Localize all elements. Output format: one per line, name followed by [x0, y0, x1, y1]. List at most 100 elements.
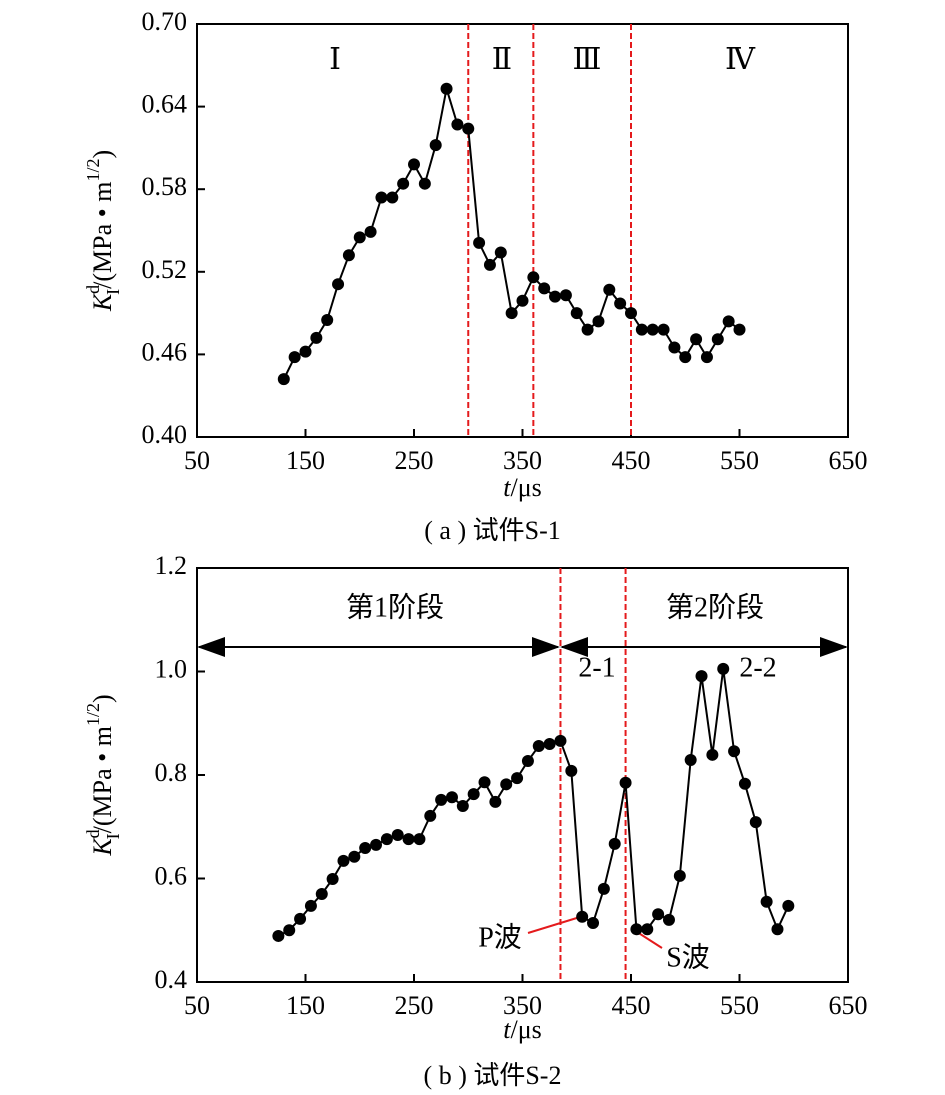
data-point: [673, 869, 686, 882]
x-axis-label-part: /μs: [510, 1015, 541, 1044]
y-tick-label: 0.40: [142, 420, 188, 449]
y-axis-label-part: K: [88, 837, 117, 857]
x-tick-label: 150: [286, 991, 325, 1020]
data-point: [451, 118, 464, 131]
data-point: [380, 833, 393, 846]
data-point: [511, 772, 524, 785]
data-point: [272, 929, 285, 942]
y-axis-label-part: /(MPa • m: [88, 726, 117, 833]
y-axis-label-part: /(MPa • m: [88, 182, 117, 289]
data-point: [695, 670, 708, 683]
annotation: S波: [666, 941, 710, 973]
data-point: [657, 323, 670, 336]
data-point: [711, 333, 724, 346]
data-point: [397, 177, 410, 190]
data-point: [684, 753, 697, 766]
data-point: [749, 816, 762, 829]
data-point: [521, 755, 534, 768]
data-point: [445, 791, 458, 804]
data-point: [489, 795, 502, 808]
data-point: [625, 307, 637, 320]
data-point: [326, 873, 339, 886]
phase-arrows: [197, 637, 848, 949]
data-point: [771, 923, 784, 936]
data-point: [304, 899, 317, 912]
data-point: [283, 924, 296, 937]
data-point: [456, 800, 469, 813]
y-tick-label: 0.8: [155, 758, 188, 787]
x-tick-label: 450: [612, 991, 651, 1020]
data-point: [413, 833, 426, 846]
y-axis-label-part: I: [103, 833, 123, 839]
x-axis-label-part: /μs: [510, 473, 541, 502]
data-point: [353, 231, 366, 244]
data-point: [570, 307, 583, 320]
data-point: [315, 888, 328, 901]
x-tick-label: 50: [184, 446, 210, 475]
data-point: [424, 809, 437, 822]
data-point: [733, 323, 746, 336]
y-axis-label-part: 1/2: [83, 703, 103, 726]
data-point: [299, 345, 312, 358]
data-point: [608, 837, 621, 850]
x-tick-label: 650: [829, 446, 868, 475]
data-point: [543, 737, 556, 750]
x-tick-label: 350: [503, 991, 542, 1020]
y-axis-label-part: d: [83, 829, 103, 838]
x-tick-label: 450: [612, 446, 651, 475]
data-point: [706, 748, 719, 761]
data-point: [505, 307, 518, 320]
x-tick-label: 50: [184, 991, 210, 1020]
data-point: [679, 351, 692, 364]
y-axis-label-part: I: [103, 289, 123, 295]
data-point: [652, 908, 665, 921]
x-tick-label: 650: [829, 991, 868, 1020]
y-tick-label: 0.70: [142, 7, 188, 36]
data-point: [700, 351, 713, 364]
y-axis-label-part: d: [83, 285, 103, 294]
x-axis-label: t/μs: [503, 1015, 542, 1044]
y-tick-label: 1.0: [155, 654, 188, 683]
y-tick-label: 0.64: [142, 90, 188, 119]
y-axis-label-part: 1/2: [83, 158, 103, 181]
data-point: [782, 899, 795, 912]
data-point: [516, 294, 529, 307]
annotation: Ⅳ: [725, 43, 756, 76]
data-point: [277, 373, 290, 386]
data-point: [646, 323, 659, 336]
data-point: [760, 895, 773, 908]
data-point: [348, 850, 361, 863]
y-axis-label: KdI/(MPa • m1/2): [83, 694, 123, 856]
annotation: 第1阶段: [346, 591, 444, 623]
data-point: [364, 225, 377, 238]
data-point: [294, 912, 307, 925]
data-point: [429, 139, 442, 152]
data-line: [277, 668, 790, 937]
y-tick-label: 0.46: [142, 337, 188, 366]
data-point: [440, 82, 453, 95]
data-point: [603, 283, 616, 296]
data-point: [483, 258, 496, 271]
data-point: [576, 910, 589, 923]
data-point: [554, 734, 567, 747]
data-point: [527, 271, 540, 284]
y-tick-label: 0.4: [155, 965, 188, 994]
annotation: Ⅲ: [573, 43, 602, 76]
data-point: [619, 776, 632, 789]
data-point: [532, 740, 545, 753]
x-axis-label-part: t: [503, 473, 511, 502]
y-tick-label: 0.52: [142, 255, 188, 284]
data-point: [386, 191, 399, 204]
annotation: Ⅱ: [492, 43, 512, 76]
x-tick-label: 350: [503, 446, 542, 475]
y-axis-label-part: K: [88, 292, 117, 312]
data-point: [462, 122, 475, 135]
data-line: [282, 88, 741, 380]
x-axis-label: t/μs: [503, 473, 542, 502]
data-point: [337, 854, 350, 867]
data-point: [690, 333, 703, 346]
data-point: [321, 313, 334, 326]
data-point: [391, 829, 404, 842]
data-point: [738, 777, 751, 790]
